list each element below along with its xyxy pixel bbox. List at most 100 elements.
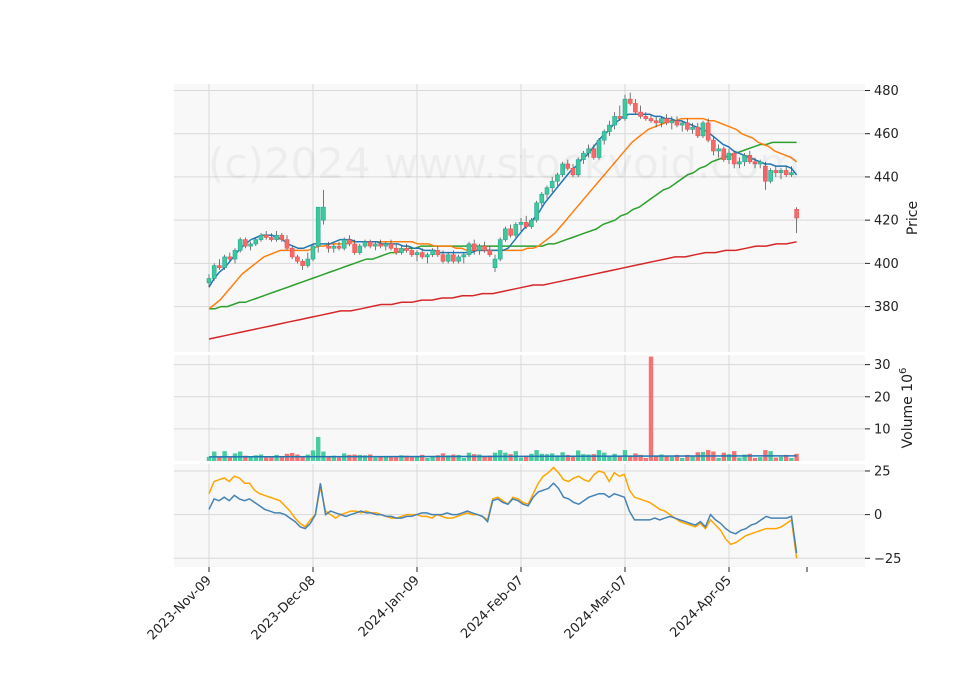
candle	[409, 248, 415, 257]
candle-body	[477, 245, 482, 251]
candle-body	[669, 120, 675, 124]
candle-body	[409, 250, 415, 256]
candle-body	[305, 258, 311, 266]
candle	[217, 259, 222, 270]
candle-body	[794, 209, 799, 219]
candle-body	[445, 254, 451, 262]
volume-bar	[456, 454, 461, 461]
candle	[711, 135, 716, 156]
candle	[565, 159, 571, 171]
candle-body	[716, 148, 721, 152]
candle-body	[393, 247, 399, 253]
candle-body	[789, 172, 794, 176]
volume-bar	[295, 454, 300, 461]
candle	[513, 222, 519, 238]
candle	[586, 144, 591, 158]
x-tick-label-5: 2024-Apr-05	[667, 573, 734, 640]
candle	[726, 148, 732, 164]
volume-bar	[752, 457, 758, 461]
candle	[482, 241, 487, 253]
price-ytick-label-1: 400	[874, 257, 899, 272]
candle	[248, 241, 253, 251]
volume-bar	[737, 457, 742, 461]
candle	[253, 237, 259, 247]
volume-bar	[570, 455, 576, 461]
candle-body	[482, 245, 487, 251]
volume-bar	[747, 453, 752, 461]
x-axis: 2023-Nov-09 2023-Dec-08 2024-Jan-09 2024-Fe…	[145, 567, 808, 643]
candle	[211, 263, 217, 281]
candle	[347, 235, 352, 247]
candle-body	[404, 247, 409, 251]
candle	[695, 122, 701, 139]
candle	[700, 120, 706, 139]
price-ytick-label-5: 480	[874, 84, 899, 99]
candle-body	[347, 239, 352, 245]
candle	[404, 243, 409, 253]
candle-body	[253, 239, 259, 245]
candle	[471, 239, 477, 255]
volume-bar	[664, 456, 669, 461]
candle-body	[591, 148, 597, 158]
candle-body	[518, 222, 524, 225]
candle-body	[487, 250, 493, 256]
candle-body	[227, 256, 233, 260]
volume-bar	[721, 452, 726, 461]
candle-body	[560, 163, 565, 176]
candle	[747, 151, 753, 164]
candle	[679, 120, 685, 132]
candle-body	[659, 118, 664, 124]
candle-body	[705, 122, 711, 141]
volume-bar	[227, 457, 232, 461]
volume-bar	[253, 455, 258, 461]
candle	[352, 239, 357, 255]
candle-body	[768, 170, 773, 182]
volume-bar	[633, 453, 638, 461]
candle-body	[508, 228, 513, 236]
candle	[388, 239, 394, 251]
candle-body	[352, 243, 357, 253]
candle-body	[289, 247, 295, 258]
volume-axis-label: Volume 106	[898, 368, 916, 449]
candle-body	[633, 103, 638, 113]
candle-body	[461, 254, 467, 258]
candle-body	[419, 252, 425, 258]
x-tick-label-1: 2023-Dec-08	[249, 573, 319, 643]
candle	[653, 116, 659, 128]
candle-body	[773, 170, 779, 173]
candle	[258, 233, 264, 242]
candle-body	[612, 116, 617, 126]
candle-body	[274, 234, 279, 240]
candle	[232, 248, 238, 264]
candle-body	[315, 206, 321, 247]
candle	[373, 241, 378, 251]
candle-body	[544, 187, 550, 195]
volume-bar	[518, 457, 524, 461]
candle-body	[399, 247, 404, 253]
candle-body	[648, 118, 654, 122]
candle	[669, 116, 675, 130]
candle	[648, 114, 654, 123]
candle-body	[310, 245, 316, 260]
volume-bar	[607, 455, 612, 461]
volume-bar	[628, 456, 633, 461]
candle-body	[373, 243, 378, 247]
candle	[357, 243, 363, 255]
candle	[685, 118, 690, 132]
volume-bar	[555, 455, 560, 461]
volume-bar	[472, 454, 477, 461]
candle	[419, 248, 425, 260]
volume-bar	[773, 457, 778, 461]
candle-body	[523, 222, 529, 227]
volume-bar	[347, 454, 352, 461]
x-tick-label-2: 2024-Jan-09	[356, 573, 423, 640]
volume-bar	[279, 456, 284, 461]
candle	[659, 116, 664, 128]
candle-body	[295, 256, 300, 262]
candle	[461, 252, 467, 264]
volume-bar	[680, 457, 685, 461]
candle	[591, 144, 597, 160]
candle	[263, 230, 269, 240]
price-ytick-label-2: 420	[874, 214, 899, 229]
